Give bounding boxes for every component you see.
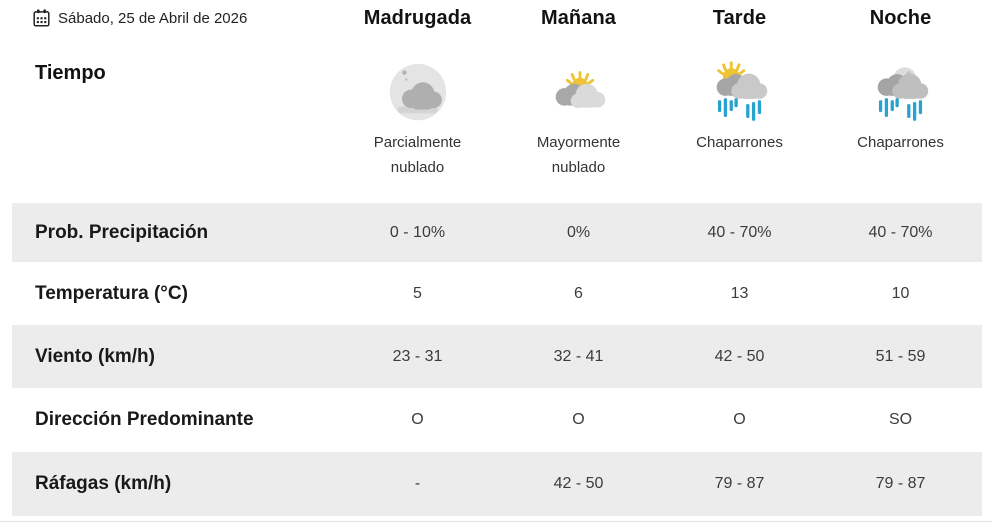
mostly-cloudy-icon bbox=[498, 58, 659, 128]
cell-value: 5 bbox=[413, 284, 422, 302]
condition-madrugada: Parcialmente nublado bbox=[337, 45, 498, 203]
row-label: Viento (km/h) bbox=[35, 345, 155, 367]
cell-value: 32 - 41 bbox=[553, 347, 604, 365]
table-row-wind-direction: Dirección Predominante O O O SO bbox=[12, 388, 982, 452]
cell-value: 23 - 31 bbox=[392, 347, 443, 365]
row-label: Ráfagas (km/h) bbox=[35, 473, 172, 494]
table-row-precipitation: Prob. Precipitación 0 - 10% 0% 40 - 70% … bbox=[12, 203, 982, 262]
column-header-manana: Mañana bbox=[540, 7, 617, 29]
cell-value: 42 - 50 bbox=[553, 475, 604, 492]
condition-label: Mayormente nublado bbox=[536, 134, 621, 176]
column-header-tarde: Tarde bbox=[712, 7, 767, 29]
cell-value: 79 - 87 bbox=[875, 475, 926, 492]
cell-value: 42 - 50 bbox=[714, 347, 765, 365]
column-header-noche: Noche bbox=[869, 7, 932, 29]
table-row-temperature: Temperatura (°C) 5 6 13 10 bbox=[12, 262, 982, 325]
condition-tarde: Chaparrones bbox=[659, 45, 820, 203]
cell-value: 51 - 59 bbox=[875, 347, 926, 365]
table-row-gusts: Ráfagas (km/h) - 42 - 50 79 - 87 79 - 87 bbox=[12, 452, 982, 516]
tiempo-label: Tiempo bbox=[35, 62, 106, 84]
cell-value: 6 bbox=[574, 284, 583, 302]
header-row: Sábado, 25 de Abril de 2026 Madrugada Ma… bbox=[0, 0, 992, 45]
bottom-divider bbox=[0, 521, 992, 522]
condition-noche: Chaparrones bbox=[820, 45, 981, 203]
conditions-row: Tiempo Parcialmente nublado bbox=[0, 45, 992, 203]
cell-value: - bbox=[414, 475, 421, 492]
cell-value: 0% bbox=[566, 223, 591, 241]
row-label: Prob. Precipitación bbox=[35, 221, 209, 243]
cell-value: 40 - 70% bbox=[707, 223, 772, 241]
cell-value: 13 bbox=[730, 284, 749, 302]
cell-value: O bbox=[411, 411, 424, 428]
calendar-icon bbox=[33, 9, 50, 27]
table-row-wind: Viento (km/h) 23 - 31 32 - 41 42 - 50 51… bbox=[12, 325, 982, 388]
condition-label: Chaparrones bbox=[857, 134, 944, 151]
cell-value: 0 - 10% bbox=[389, 223, 446, 241]
cell-value: SO bbox=[888, 411, 913, 428]
cell-value: 79 - 87 bbox=[714, 475, 765, 492]
row-label: Dirección Predominante bbox=[35, 409, 254, 430]
condition-label: Parcialmente nublado bbox=[373, 134, 462, 176]
cell-value: 40 - 70% bbox=[868, 223, 933, 241]
cell-value: 10 bbox=[891, 284, 910, 302]
cell-value: O bbox=[733, 411, 746, 428]
row-label: Temperatura (°C) bbox=[35, 282, 188, 304]
cell-value: O bbox=[572, 411, 585, 428]
partly-cloudy-night-icon bbox=[337, 58, 498, 128]
condition-manana: Mayormente nublado bbox=[498, 45, 659, 203]
showers-night-icon bbox=[820, 58, 981, 128]
condition-label: Chaparrones bbox=[696, 134, 783, 151]
date-header: Sábado, 25 de Abril de 2026 bbox=[12, 0, 337, 27]
column-header-madrugada: Madrugada bbox=[363, 7, 472, 29]
date-label: Sábado, 25 de Abril de 2026 bbox=[58, 9, 248, 27]
showers-day-icon bbox=[659, 58, 820, 128]
